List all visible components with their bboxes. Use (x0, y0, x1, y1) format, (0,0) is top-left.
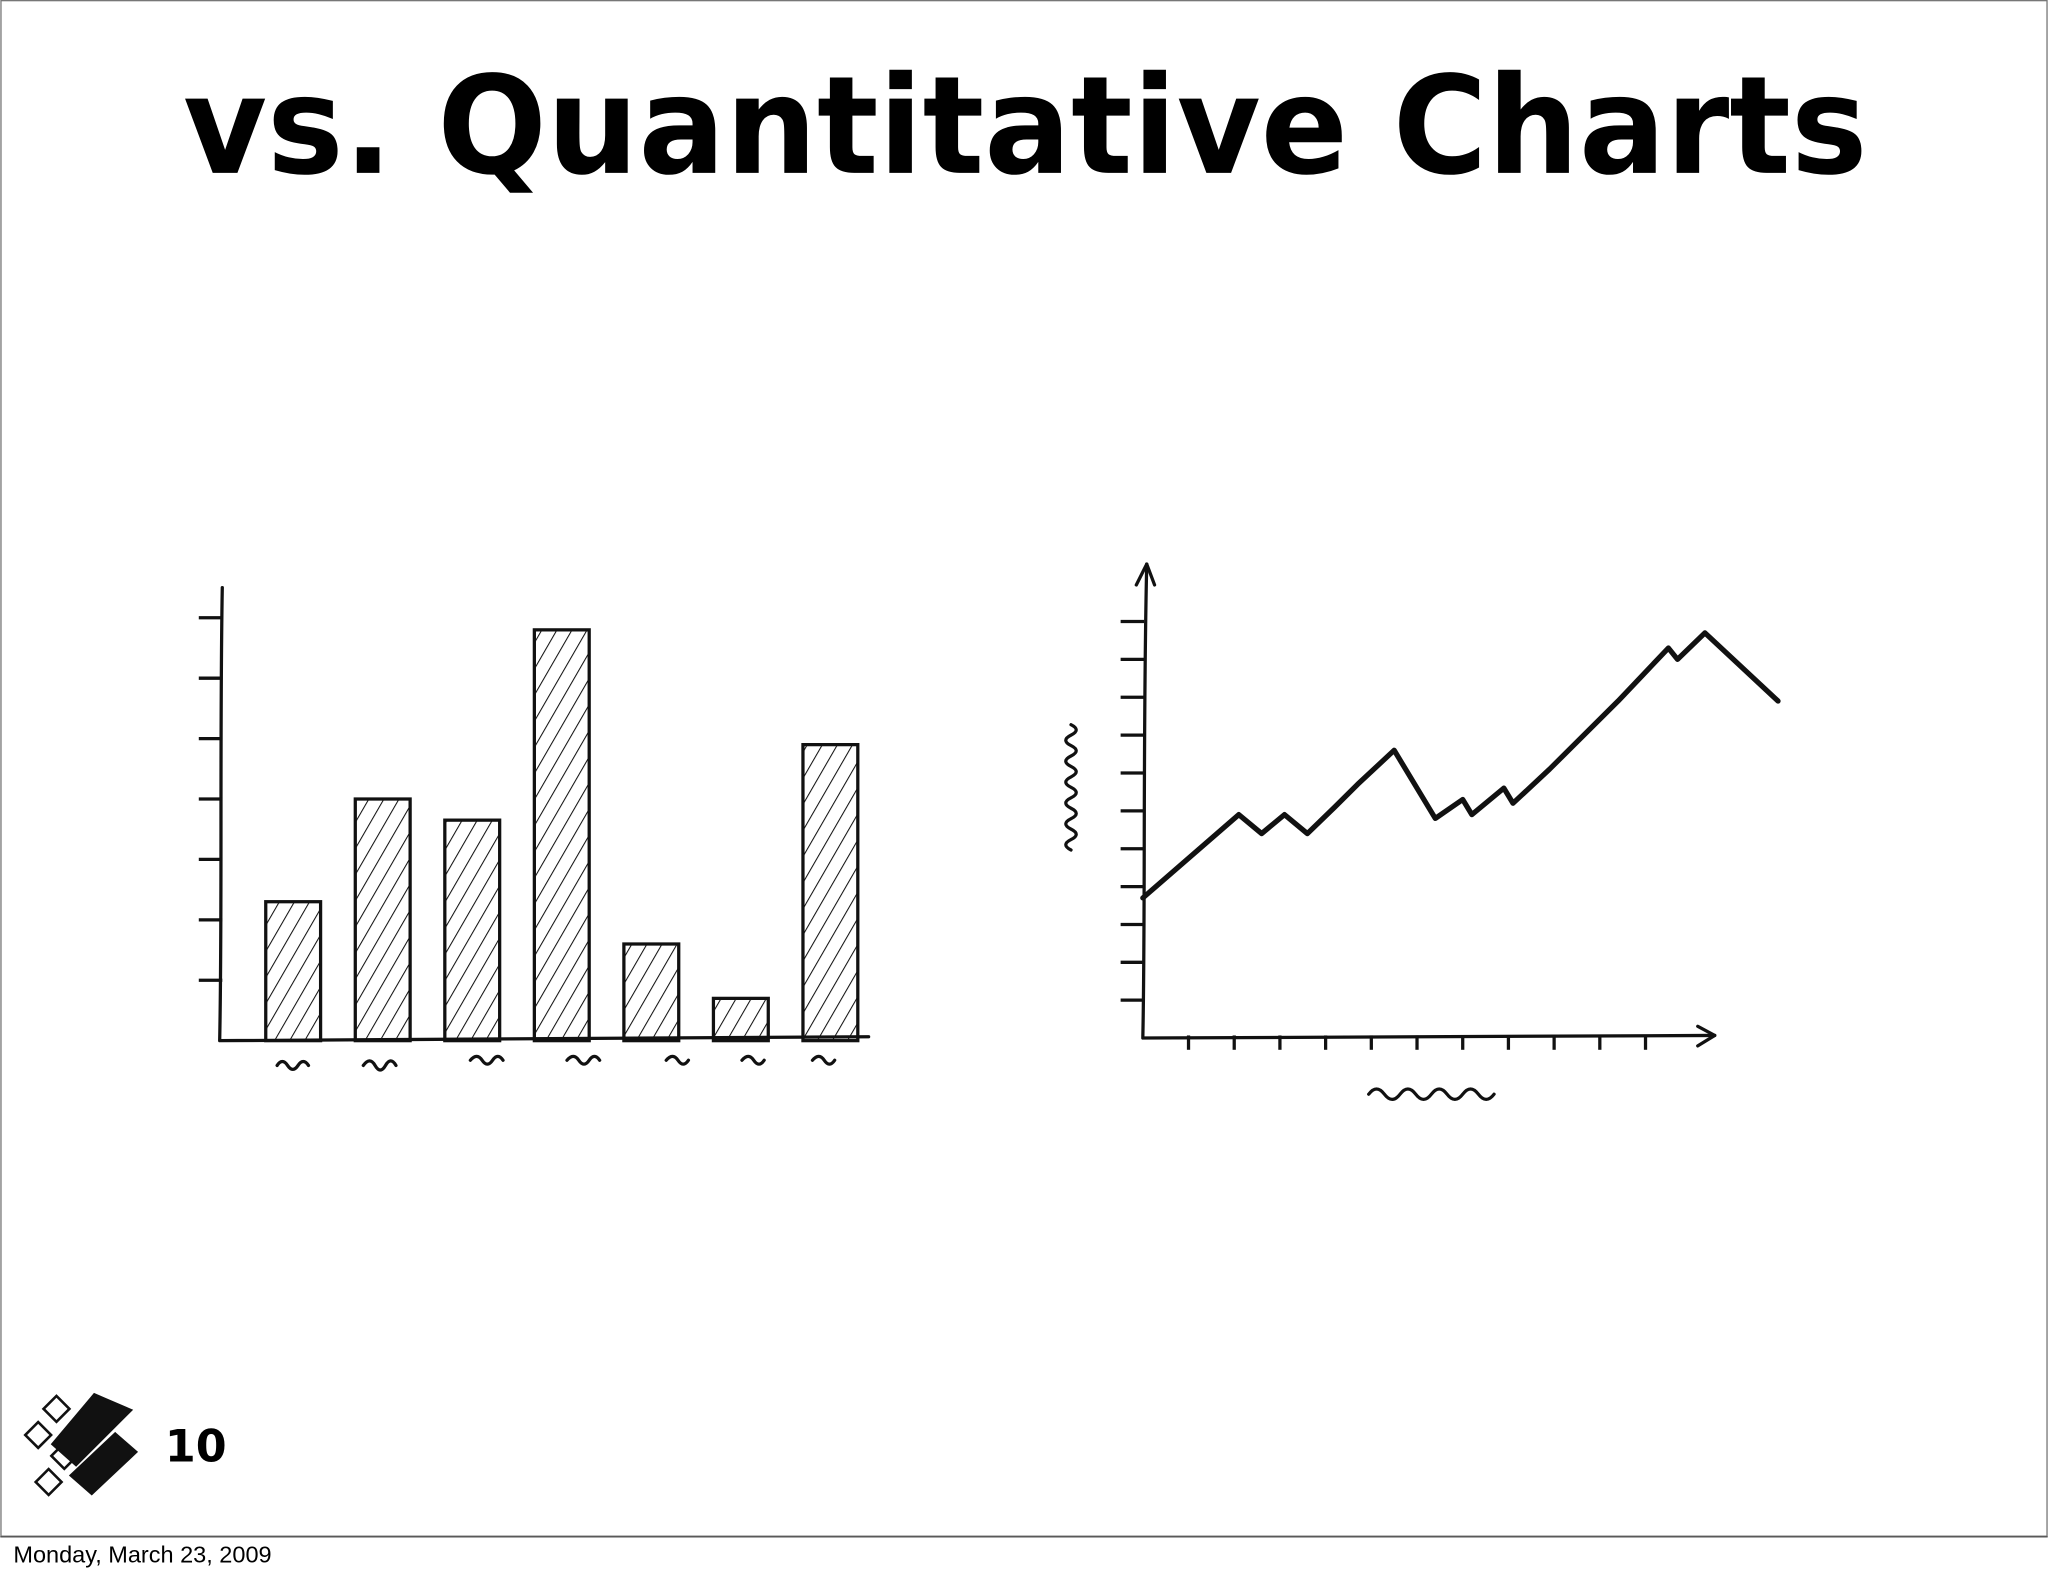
bar-chart-frame (218, 585, 871, 1072)
bar (801, 743, 860, 1043)
squiggle-label (275, 1059, 311, 1071)
logo (23, 1392, 139, 1497)
bar (443, 818, 502, 1043)
bar (622, 942, 681, 1043)
bar (264, 900, 323, 1043)
bar (532, 628, 591, 1043)
data-line (1140, 630, 1781, 901)
slide-title: vs. Quantitative Charts (183, 48, 1867, 206)
page-number: 10 (165, 1421, 227, 1472)
slide-frame (0, 0, 2048, 1537)
bar (711, 996, 770, 1043)
bar (353, 797, 412, 1043)
footer-date: Monday, March 23, 2009 (13, 1542, 271, 1568)
